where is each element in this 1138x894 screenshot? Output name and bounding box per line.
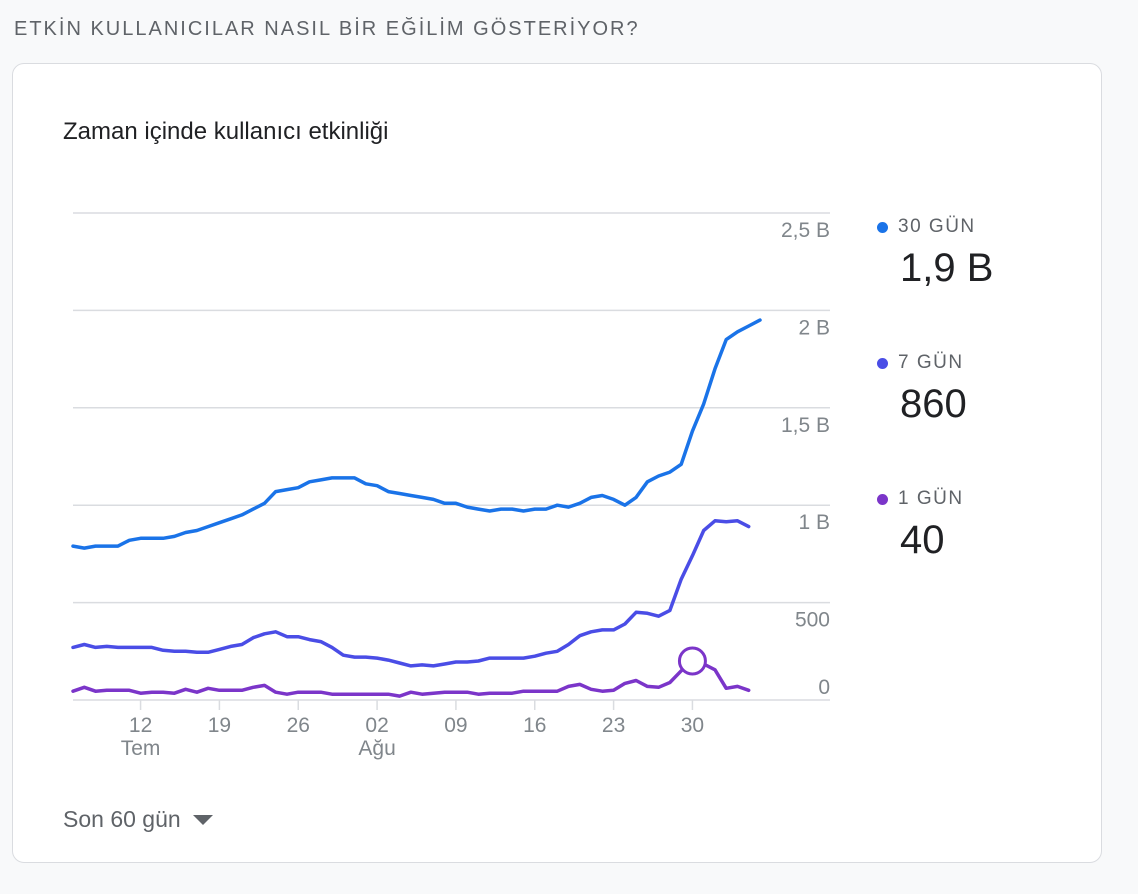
y-tick-label: 2,5 B — [781, 219, 830, 242]
legend-item-30-day[interactable]: 30 GÜN 1,9 B — [877, 216, 993, 291]
user-activity-card: Zaman içinde kullanıcı etkinliği 0 500 1 B… — [12, 63, 1102, 863]
x-tick-label: 30 — [681, 714, 704, 737]
series-line-1-day — [71, 659, 751, 698]
x-tick-label: 12 — [129, 714, 152, 737]
legend-value-7-day: 860 — [900, 382, 967, 426]
y-tick-label: 0 — [818, 676, 830, 699]
date-range-label: Son 60 gün — [63, 806, 181, 832]
x-tick-sublabel: Tem — [121, 737, 161, 760]
hover-marker — [677, 646, 707, 676]
x-tick-label: 16 — [523, 714, 546, 737]
series-line-30-day — [71, 318, 762, 550]
legend-dot-30-day — [877, 221, 888, 233]
section-title: ETKİN KULLANICILAR NASIL BİR EĞİLİM GÖST… — [14, 18, 640, 40]
legend-value-30-day: 1,9 B — [900, 246, 994, 290]
series-line-7-day — [71, 519, 751, 668]
x-tick-sublabel: Ağu — [358, 737, 395, 760]
y-tick-label: 500 — [795, 609, 830, 632]
legend-label-30-day: 30 GÜN — [898, 216, 976, 237]
date-range-dropdown[interactable]: Son 60 gün — [63, 806, 213, 833]
legend-item-1-day[interactable]: 1 GÜN 40 — [877, 488, 964, 563]
x-tick-label: 19 — [208, 714, 231, 737]
legend-value-1-day: 40 — [900, 518, 945, 562]
y-tick-label: 1 B — [798, 511, 830, 534]
x-tick-label: 02 — [365, 714, 388, 737]
legend-label-1-day: 1 GÜN — [898, 488, 964, 509]
x-tick-label: 26 — [287, 714, 310, 737]
y-tick-label: 2 B — [798, 316, 830, 339]
chart-title: Zaman içinde kullanıcı etkinliği — [63, 118, 389, 145]
legend-dot-1-day — [877, 493, 888, 505]
legend-dot-7-day — [877, 357, 888, 369]
caret-down-icon — [192, 814, 213, 825]
x-tick-label: 23 — [602, 714, 625, 737]
legend-item-7-day[interactable]: 7 GÜN 860 — [877, 352, 967, 427]
x-tick-label: 09 — [444, 714, 467, 737]
legend-label-7-day: 7 GÜN — [898, 352, 964, 373]
y-tick-label: 1,5 B — [781, 414, 830, 437]
